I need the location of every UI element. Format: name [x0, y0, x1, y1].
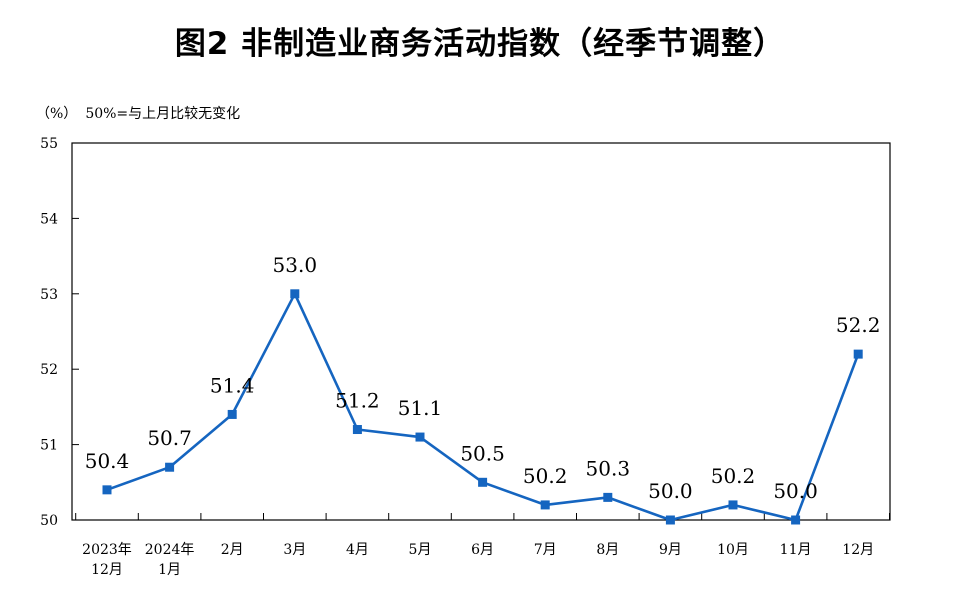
data-point-marker — [603, 492, 613, 502]
data-label: 51.1 — [398, 396, 443, 420]
data-label: 52.2 — [836, 313, 881, 337]
plot-frame — [71, 142, 891, 521]
y-tick-label: 51 — [40, 438, 58, 454]
data-labels: 50.4 50.7 51.4 53.0 51.2 51.1 50.5 50.2 50.3 50.0… — [85, 253, 881, 503]
data-point-marker — [102, 485, 112, 495]
y-axis: 50 51 52 53 54 55 — [40, 136, 79, 529]
data-point-marker — [540, 500, 550, 510]
data-point-marker — [352, 425, 362, 435]
y-tick-label: 50 — [40, 513, 58, 529]
data-point-marker — [478, 477, 488, 487]
data-label: 50.7 — [147, 426, 192, 450]
data-point-marker — [227, 409, 237, 419]
x-tick-label: 3月 — [283, 542, 306, 558]
x-tick-label: 7月 — [534, 542, 557, 558]
x-tick-label: 5月 — [409, 542, 432, 558]
y-axis-unit: （%） — [36, 106, 78, 122]
data-point-marker — [415, 432, 425, 442]
y-tick-label: 54 — [40, 211, 58, 227]
x-tick-label: 8月 — [596, 542, 619, 558]
axis-note: （%） 50%=与上月比较无变化 — [36, 103, 240, 123]
x-tick-label: 2024年 — [145, 542, 195, 558]
y-tick-label: 53 — [40, 287, 58, 303]
x-tick-label: 2月 — [221, 542, 244, 558]
x-tick-label: 4月 — [346, 542, 369, 558]
data-point-marker — [665, 515, 675, 525]
data-label: 51.4 — [210, 373, 255, 397]
data-label: 50.0 — [648, 479, 693, 503]
x-tick-label: 1月 — [158, 562, 181, 578]
data-label: 50.5 — [460, 441, 505, 465]
data-point-marker — [165, 462, 175, 472]
data-label: 51.2 — [335, 389, 380, 413]
y-tick-label: 55 — [40, 136, 58, 152]
x-tick-label: 12月 — [91, 562, 123, 578]
x-tick-label: 11月 — [780, 542, 812, 558]
data-point-marker — [853, 349, 863, 359]
data-label: 50.2 — [523, 464, 568, 488]
data-point-marker — [728, 500, 738, 510]
x-tick-label: 6月 — [471, 542, 494, 558]
data-label: 50.4 — [85, 449, 130, 473]
data-label: 50.3 — [586, 456, 631, 480]
data-label: 50.0 — [773, 479, 818, 503]
x-tick-label: 2023年 — [82, 542, 132, 558]
data-label: 50.2 — [711, 464, 756, 488]
x-axis: 2023年 12月 2024年 1月 2月 3月 4月 5月 6月 7月 8月 9月 10月 11月 12月 — [75, 513, 890, 578]
chart-title: 图2 非制造业商务活动指数（经季节调整） — [174, 26, 786, 62]
x-tick-label: 12月 — [842, 542, 874, 558]
x-tick-label: 10月 — [717, 542, 749, 558]
baseline-note: 50%=与上月比较无变化 — [85, 106, 241, 122]
data-point-marker — [791, 515, 801, 525]
series-markers — [102, 289, 863, 525]
data-label: 53.0 — [273, 253, 318, 277]
y-tick-label: 52 — [40, 362, 58, 378]
x-tick-label: 9月 — [659, 542, 682, 558]
data-point-marker — [290, 289, 300, 299]
